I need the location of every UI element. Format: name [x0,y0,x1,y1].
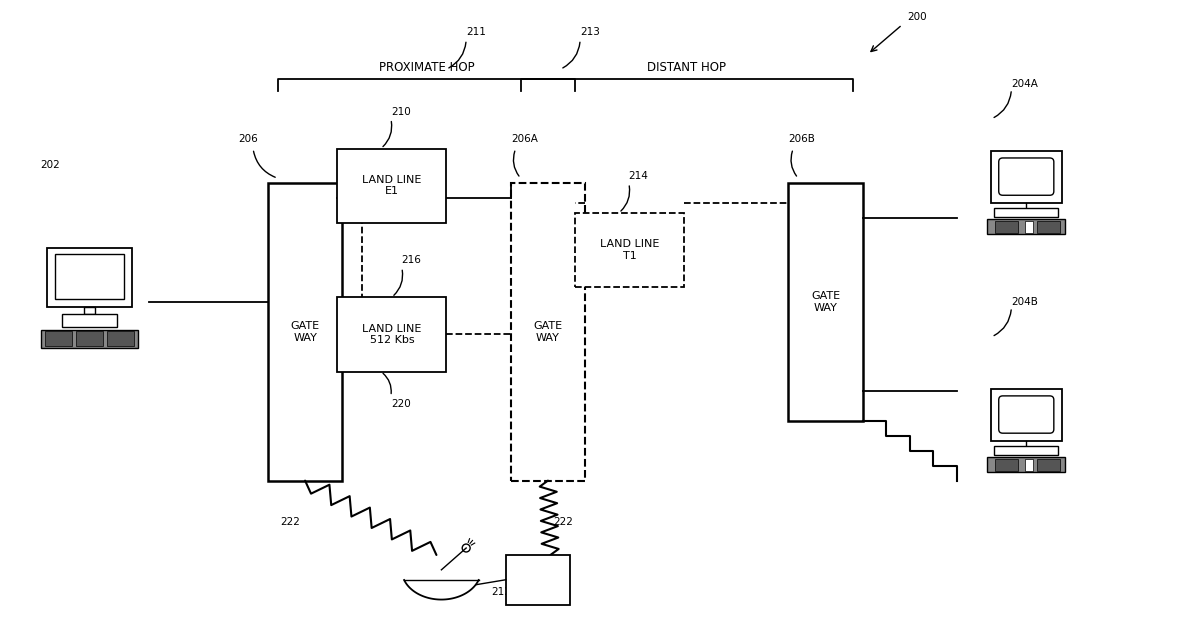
Text: 206: 206 [238,134,258,144]
Text: 210: 210 [391,107,410,117]
Text: 204A: 204A [1012,79,1038,89]
Bar [991,152,1062,203]
Bar [511,183,586,481]
Bar [62,314,116,327]
Bar [995,458,1018,471]
Text: 211: 211 [466,28,486,37]
Bar [988,457,1066,472]
Bar [1037,458,1060,471]
Text: 213: 213 [580,28,600,37]
Text: PROXIMATE HOP: PROXIMATE HOP [379,61,474,74]
Bar [268,183,342,481]
Bar [995,221,1018,232]
Bar [788,183,863,421]
Bar [47,248,132,307]
Text: 216: 216 [402,256,421,266]
Bar [995,446,1058,455]
Bar [44,331,72,346]
Bar [337,297,446,372]
Text: 202: 202 [40,160,60,170]
Bar [107,331,134,346]
Bar [1025,221,1033,232]
FancyBboxPatch shape [998,158,1054,195]
Text: LAND LINE
512 Kbs: LAND LINE 512 Kbs [362,324,421,345]
Text: 204B: 204B [1012,297,1038,307]
Text: 206A: 206A [511,134,538,144]
Bar [1037,221,1060,232]
Text: GATE
WAY: GATE WAY [811,291,840,313]
Bar [988,219,1066,234]
Text: 200: 200 [907,12,926,22]
Bar [84,307,96,314]
Text: 218: 218 [364,317,384,327]
Text: 222: 222 [281,517,300,527]
Bar [995,208,1058,217]
Bar [41,330,138,348]
Bar [1025,458,1033,471]
Text: GATE
WAY: GATE WAY [290,321,319,343]
Bar [506,555,570,605]
Bar [337,148,446,223]
Text: LAND LINE
E1: LAND LINE E1 [362,175,421,196]
Text: 212: 212 [491,587,511,596]
Bar [55,254,124,299]
Bar [991,389,1062,441]
Text: LAND LINE
T1: LAND LINE T1 [600,239,660,261]
Text: 220: 220 [391,399,410,410]
Bar [76,331,103,346]
Text: DISTANT HOP: DISTANT HOP [647,61,726,74]
Text: GATE
WAY: GATE WAY [533,321,563,343]
Text: 206B: 206B [788,134,815,144]
FancyBboxPatch shape [998,396,1054,433]
Text: 214: 214 [629,171,649,181]
Text: 222: 222 [553,517,572,527]
Bar [575,213,684,287]
